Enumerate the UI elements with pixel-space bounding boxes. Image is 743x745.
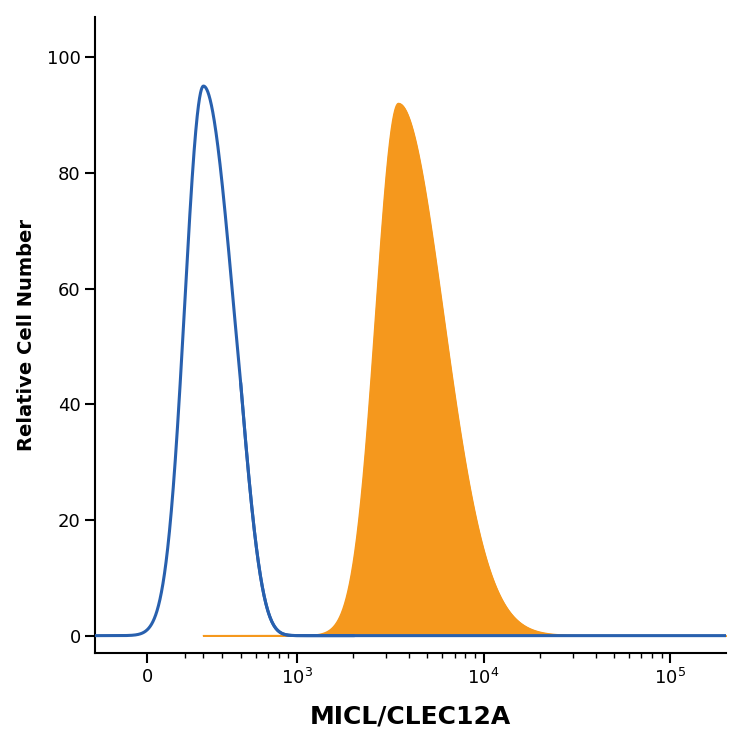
Y-axis label: Relative Cell Number: Relative Cell Number — [16, 219, 36, 451]
X-axis label: MICL/CLEC12A: MICL/CLEC12A — [310, 704, 511, 729]
